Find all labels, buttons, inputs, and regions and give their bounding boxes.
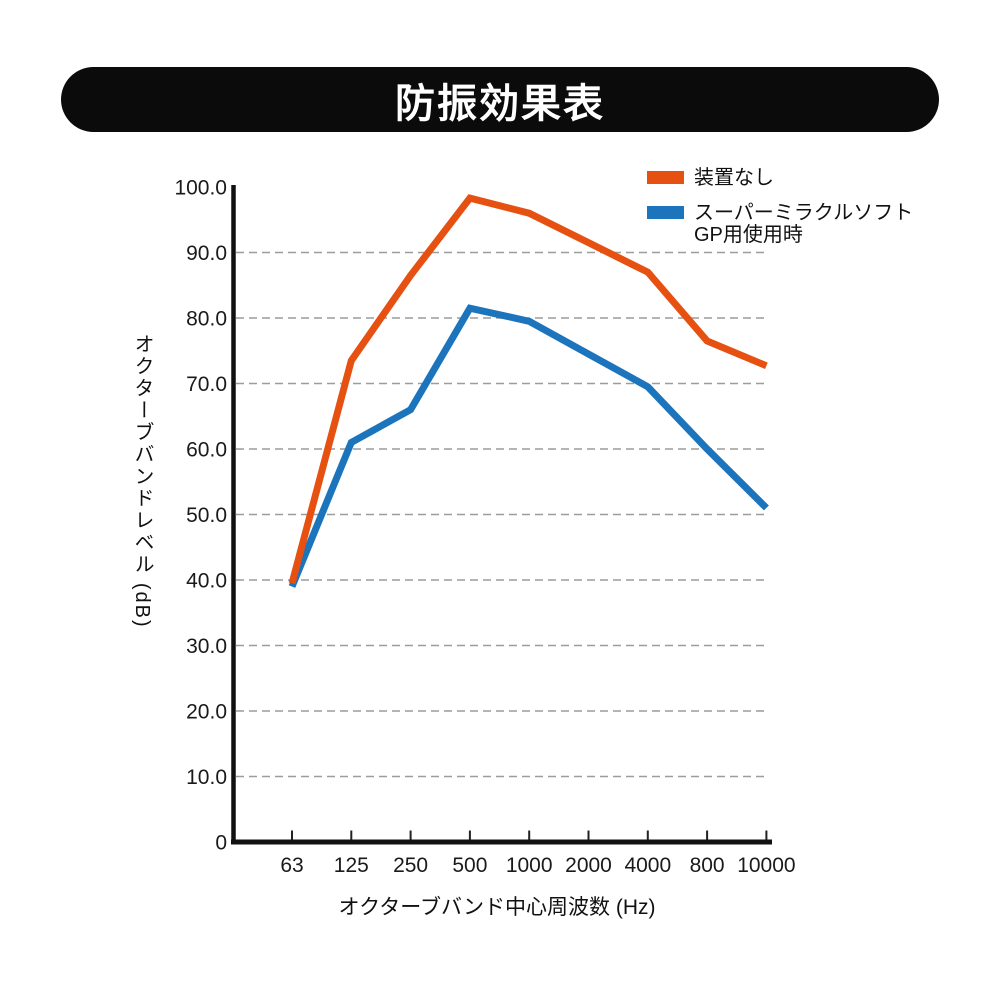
y-axis-title: オクターブバンドレベル (dB) xyxy=(131,333,153,629)
y-tick-label: 20.0 xyxy=(186,701,227,724)
x-tick-label: 10000 xyxy=(737,854,795,877)
series-line-0 xyxy=(288,194,768,585)
x-tick-label: 125 xyxy=(334,854,369,877)
y-tick-label: 100.0 xyxy=(174,177,227,200)
legend-label-line2: GP用使用時 xyxy=(694,224,803,246)
y-tick-label: 0 xyxy=(215,832,227,855)
y-tick-label: 50.0 xyxy=(186,504,227,527)
x-tick-label: 63 xyxy=(280,854,303,877)
y-tick-label: 30.0 xyxy=(186,635,227,658)
y-tick-label: 80.0 xyxy=(186,308,227,331)
y-tick-label: 40.0 xyxy=(186,570,227,593)
x-tick-label: 4000 xyxy=(624,854,671,877)
y-tick-label: 60.0 xyxy=(186,439,227,462)
x-tick-label: 800 xyxy=(690,854,725,877)
legend-swatch-orange xyxy=(647,171,684,184)
legend-item-no-device: 装置なし xyxy=(647,167,913,189)
legend-label-no-device: 装置なし xyxy=(694,167,774,189)
x-axis-title: オクターブバンド中心周波数 (Hz) xyxy=(338,896,656,919)
y-tick-label: 10.0 xyxy=(186,766,227,789)
x-tick-label: 1000 xyxy=(506,854,553,877)
legend-label-super-miracle-soft: スーパーミラクルソフト GP用使用時 xyxy=(694,202,913,246)
legend-label-line1: スーパーミラクルソフト xyxy=(694,202,914,224)
series-line-1 xyxy=(288,304,769,588)
chart-title: 防振効果表 xyxy=(395,81,605,126)
y-tick-label: 70.0 xyxy=(186,373,227,396)
y-tick-label: 90.0 xyxy=(186,242,227,265)
legend-item-super-miracle-soft: スーパーミラクルソフト GP用使用時 xyxy=(647,202,913,246)
legend: 装置なし スーパーミラクルソフト GP用使用時 xyxy=(647,167,913,246)
x-tick-label: 500 xyxy=(452,854,487,877)
legend-swatch-blue xyxy=(647,206,684,219)
chart-title-banner: 防振効果表 xyxy=(61,67,939,132)
x-tick-label: 250 xyxy=(393,854,428,877)
x-tick-label: 2000 xyxy=(565,854,612,877)
